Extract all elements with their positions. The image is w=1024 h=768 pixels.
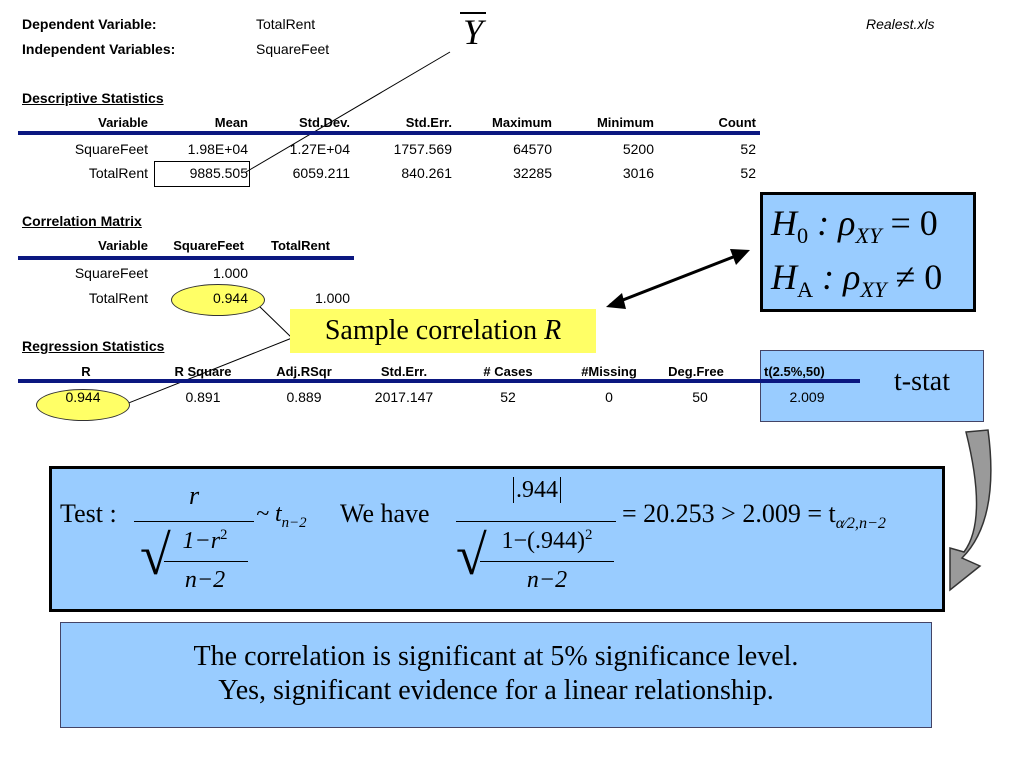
table-cell: 6059.211 — [292, 165, 350, 181]
reg-col-missing: #Missing — [581, 364, 637, 379]
hypotheses-box: H0 : ρXY = 0 HA : ρXY ≠ 0 — [760, 192, 976, 312]
table-cell: 64570 — [513, 141, 552, 157]
test-inner-bar — [164, 561, 248, 562]
r-highlight-ellipse — [36, 389, 130, 421]
r-value-cell: 0.944 — [65, 389, 101, 405]
regression-title: Regression Statistics — [22, 338, 165, 354]
abs-numerator: .944 — [462, 477, 612, 504]
dependent-variable-label: Dependent Variable: — [22, 16, 157, 32]
sample-correlation-callout: Sample correlation R — [290, 309, 596, 353]
we-have-inner-numerator: 1−(.944)2 — [501, 527, 593, 554]
arrowhead-right-icon — [730, 249, 750, 265]
mean-highlight-box — [154, 161, 250, 187]
corr-pointer-line — [257, 304, 293, 339]
table-cell: 5200 — [622, 141, 654, 157]
formula-box: Test : r √ 1−r2 n−2 ~ tn−2 We have .944 … — [49, 466, 945, 612]
mean-totalrent-cell: 9885.505 — [189, 165, 248, 181]
table-cell: 0.889 — [286, 389, 322, 405]
corr-col-squarefeet: SquareFeet — [173, 238, 244, 253]
reg-col-degfree: Deg.Free — [668, 364, 724, 379]
table-cell: 3016 — [622, 165, 654, 181]
table-cell: TotalRent — [88, 165, 148, 181]
conclusion-line-1: The correlation is significant at 5% sig… — [193, 641, 799, 672]
independent-variable-value: SquareFeet — [256, 41, 330, 57]
t-distribution: ~ tn−2 — [256, 501, 307, 531]
reg-col-r: R — [81, 364, 91, 379]
tcrit-value-cell: 2.009 — [789, 389, 825, 405]
table-cell: SquareFeet — [74, 141, 148, 157]
double-arrow-line — [609, 250, 747, 307]
table-cell: 1757.569 — [393, 141, 452, 157]
reg-col-tcrit: t(2.5%,50) — [764, 364, 825, 379]
table-cell: 1.000 — [212, 265, 248, 281]
test-inner-numerator: 1−r2 — [182, 527, 228, 554]
table-cell: 0 — [605, 389, 613, 405]
table-cell: 52 — [500, 389, 516, 405]
desc-col-minimum: Minimum — [596, 115, 654, 130]
table-cell: 52 — [740, 141, 756, 157]
file-name: Realest.xls — [866, 16, 935, 32]
reg-col-stderr: Std.Err. — [380, 364, 428, 379]
test-result: = 20.253 > 2.009 = tα⁄2,n−2 — [622, 499, 886, 533]
corr-col-totalrent: TotalRent — [271, 238, 330, 253]
corr-highlight-ellipse — [171, 284, 265, 316]
we-have-inner-bar — [480, 561, 614, 562]
desc-col-mean: Mean — [214, 115, 248, 130]
correlation-value-cell: 0.944 — [212, 290, 248, 306]
descriptive-title: Descriptive Statistics — [22, 90, 164, 106]
reg-col-cases: # Cases — [483, 364, 533, 379]
table-cell: 32285 — [513, 165, 552, 181]
ybar-pointer-line — [245, 51, 451, 173]
desc-col-count: Count — [718, 115, 756, 130]
we-have-fraction-bar — [456, 521, 616, 522]
table-cell: 1.000 — [314, 290, 350, 306]
corr-col-variable: Variable — [98, 238, 148, 253]
independent-variable-label: Independent Variables: — [22, 41, 176, 57]
reg-col-adjrsqr: Adj.RSqr — [276, 364, 332, 379]
table-cell: SquareFeet — [74, 265, 148, 281]
desc-col-stddev: Std.Dev. — [298, 115, 350, 130]
correlation-title: Correlation Matrix — [22, 213, 142, 229]
tstat-label: t-stat — [894, 366, 950, 397]
table-cell: 50 — [692, 389, 708, 405]
corr-header-rule — [18, 256, 354, 260]
table-cell: 1.98E+04 — [187, 141, 248, 157]
table-cell: 1.27E+04 — [289, 141, 350, 157]
desc-header-rule — [18, 131, 760, 135]
conclusion-line-2: Yes, significant evidence for a linear r… — [218, 675, 774, 706]
y-bar-symbol: Y — [455, 6, 491, 50]
reg-col-rsquare: R Square — [174, 364, 232, 379]
sqrt-icon: √ — [140, 525, 171, 587]
table-cell: TotalRent — [88, 290, 148, 306]
desc-col-variable: Variable — [98, 115, 148, 130]
table-cell: 840.261 — [401, 165, 452, 181]
conclusion-box: The correlation is significant at 5% sig… — [60, 622, 932, 728]
sqrt-icon-2: √ — [456, 525, 487, 587]
curved-down-arrow-icon — [949, 429, 992, 592]
alternative-hypothesis: HA : ρXY ≠ 0 — [771, 257, 943, 303]
desc-col-stderr: Std.Err. — [405, 115, 452, 130]
table-cell: 0.891 — [185, 389, 221, 405]
test-label: Test : — [60, 499, 117, 528]
desc-col-maximum: Maximum — [492, 115, 552, 130]
r-pointer-line — [125, 337, 293, 405]
we-have-label: We have — [340, 499, 430, 528]
table-cell: 2017.147 — [374, 389, 434, 405]
we-have-inner-denominator: n−2 — [526, 567, 568, 593]
reg-header-rule — [18, 379, 860, 383]
arrowhead-left-icon — [606, 293, 626, 309]
test-fraction-bar — [134, 521, 254, 522]
test-inner-denominator: n−2 — [184, 567, 226, 593]
null-hypothesis: H0 : ρXY = 0 — [771, 203, 938, 249]
sample-correlation-text: Sample correlation — [324, 315, 545, 346]
table-cell: 52 — [740, 165, 756, 181]
dependent-variable-value: TotalRent — [256, 16, 316, 32]
sample-correlation-var: R — [544, 315, 562, 346]
tstat-panel — [760, 350, 984, 422]
test-numerator: r — [188, 481, 200, 510]
